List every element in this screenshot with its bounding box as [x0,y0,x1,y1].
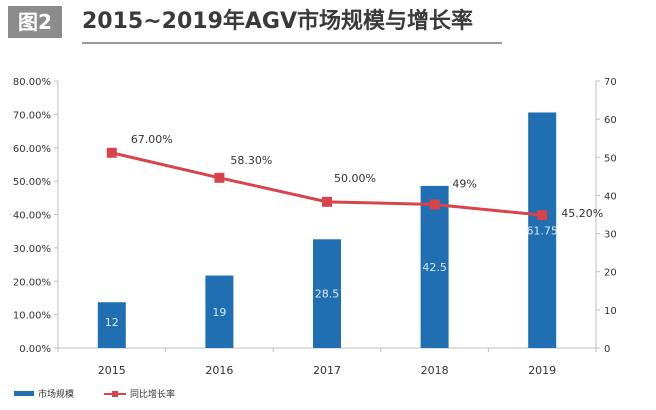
line-data-label: 50.00% [334,172,376,185]
title-underline [82,42,502,44]
y-left-tick-label: 40.00% [13,211,51,222]
bar-market-size [528,112,557,348]
bar-market-size [313,239,341,348]
line-data-label: 58.30% [230,154,272,167]
y-left-tick-label: 70.00% [13,110,51,121]
y-right-tick-label: 60 [604,115,617,126]
y-right-tick-label: 0 [604,344,610,355]
legend-line-marker [112,391,118,397]
growth-rate-marker [429,199,440,210]
y-left-tick-label: 50.00% [13,177,51,188]
line-data-label: 49% [452,177,476,190]
bar-data-label: 42.5 [422,261,447,274]
y-right-tick-label: 50 [604,153,617,164]
growth-rate-marker [322,196,332,207]
growth-rate-marker [106,147,117,158]
y-left-tick-label: 80.00% [13,77,51,88]
combo-chart: 80.00% 70.00% 60.00% 50.00% 40.00% 30.00% 20.0… [13,77,617,400]
y-left-tick-label: 30.00% [13,244,51,255]
bar-market-size [420,185,449,348]
x-tick-label: 2015 [98,364,126,377]
y-left-tick-label: 0.00% [19,344,51,355]
bar-data-label: 28.5 [315,288,340,301]
figure-header: 图2 2015~2019年AGV市场规模与增长率 [0,0,656,44]
line-data-label: 45.20% [561,207,603,220]
x-tick-label: 2016 [205,364,233,377]
y-left-tick-label: 10.00% [13,311,51,322]
bar-data-label: 61.75 [526,224,558,237]
y-right-tick-label: 20 [604,268,617,279]
figure-badge: 图2 [8,6,62,38]
growth-rate-marker [214,172,225,183]
y-left-tick-label: 60.00% [13,144,51,155]
y-left-tick-label: 20.00% [13,277,51,288]
y-right-tick-label: 10 [604,306,617,317]
bar-data-label: 19 [212,306,226,319]
growth-rate-marker [537,210,548,221]
x-tick-label: 2019 [528,364,556,377]
chart-title: 2015~2019年AGV市场规模与增长率 [82,9,474,34]
y-right-tick-label: 70 [604,77,617,88]
legend-line-label: 同比增长率 [130,388,175,400]
legend-bar-swatch [14,391,34,396]
y-right-tick-label: 30 [604,230,617,241]
bar-market-size [205,275,234,348]
x-tick-label: 2017 [313,364,341,377]
bar-market-size [97,302,126,348]
y-right-tick-label: 40 [604,191,617,202]
legend-bar-label: 市场规模 [38,388,74,400]
bar-data-label: 12 [105,316,119,329]
x-tick-label: 2018 [421,364,449,377]
line-data-label: 67.00% [131,133,173,146]
